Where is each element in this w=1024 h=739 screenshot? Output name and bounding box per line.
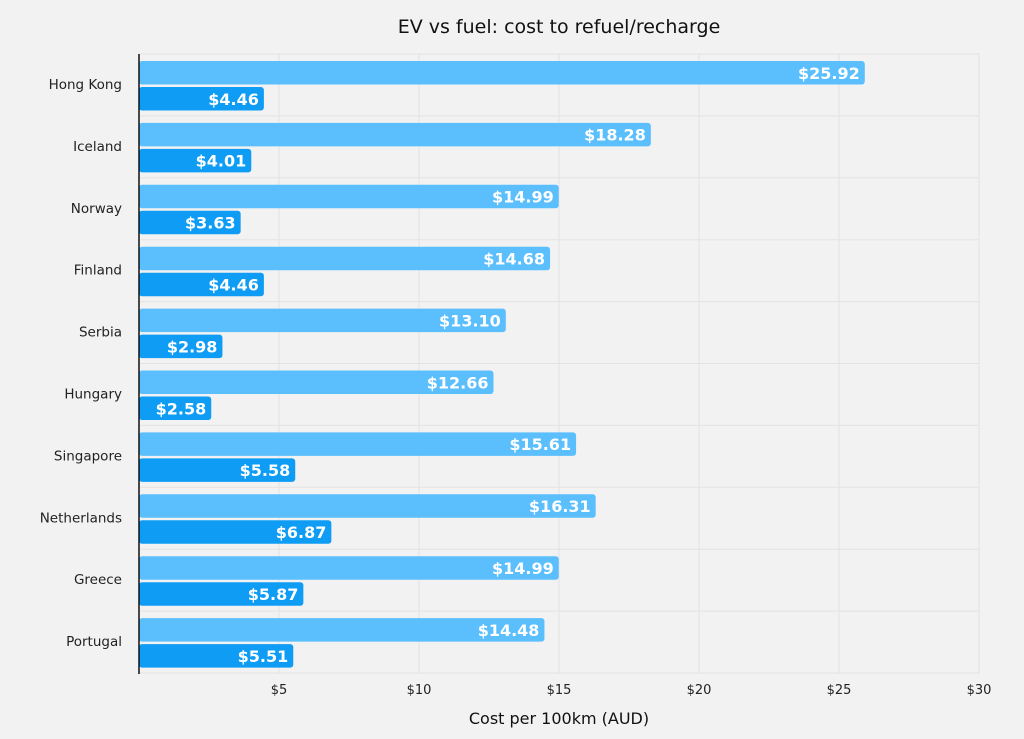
category-label: Hungary [64, 386, 122, 402]
category-label: Finland [74, 263, 122, 279]
bar-ev [139, 396, 212, 420]
bar-fuel [139, 308, 506, 333]
bar-ev [139, 582, 304, 606]
data-label: $5.51 [238, 647, 289, 666]
data-label: $16.31 [529, 497, 591, 516]
grid [139, 53, 980, 674]
category-label: Greece [74, 572, 122, 588]
bar-fuel [139, 556, 559, 580]
data-label: $13.10 [439, 311, 501, 330]
data-label: $3.63 [185, 214, 236, 233]
bar-fuel [139, 432, 577, 456]
bar-fuel [139, 184, 559, 209]
data-label: $4.46 [208, 275, 259, 294]
category-label: Singapore [54, 448, 122, 464]
bar-ev [139, 210, 241, 235]
bar-ev [139, 644, 294, 668]
data-label: $14.48 [478, 621, 540, 640]
bar-fuel [139, 370, 494, 394]
category-label: Norway [71, 201, 122, 217]
bar-ev [139, 272, 264, 297]
bar-ev [139, 458, 296, 482]
category-label: Serbia [79, 325, 122, 341]
data-label: $14.99 [492, 559, 554, 578]
x-tick-label: $10 [407, 683, 432, 698]
x-tick-label: $20 [687, 683, 712, 698]
bar-fuel [139, 122, 651, 147]
data-label: $2.98 [167, 337, 218, 356]
x-tick-label: $15 [547, 683, 572, 698]
data-label: $2.58 [156, 399, 207, 418]
category-label: Iceland [73, 139, 122, 155]
data-label: $18.28 [584, 126, 646, 145]
data-label: $15.61 [509, 435, 571, 454]
bars [139, 61, 865, 668]
data-label: $5.87 [248, 585, 299, 604]
x-tick-label: $5 [271, 683, 288, 698]
category-label: Portugal [66, 634, 122, 650]
bar-fuel [139, 246, 551, 271]
bar-fuel [139, 618, 545, 642]
bar-ev [139, 87, 264, 111]
data-label: $12.66 [427, 373, 489, 392]
data-label: $5.58 [240, 461, 291, 480]
data-label: $4.46 [208, 90, 259, 109]
x-tick-label: $25 [827, 683, 852, 698]
bar-ev [139, 334, 223, 359]
data-label: $14.99 [492, 188, 554, 207]
chart-title: EV vs fuel: cost to refuel/recharge [398, 16, 721, 38]
bar-ev [139, 520, 332, 544]
x-tick-label: $30 [967, 683, 992, 698]
data-label: $25.92 [798, 64, 860, 83]
bar-ev [139, 148, 252, 173]
category-labels: Hong Kong Iceland Norway Finland Serbia Hunga… [40, 77, 122, 650]
x-axis-title: Cost per 100km (AUD) [469, 709, 649, 728]
data-label: $6.87 [276, 523, 327, 542]
value-labels: $25.92 $4.46 $18.28 $4.01 $14.99 $3.63 $14.68 $… [156, 64, 860, 666]
category-label: Netherlands [40, 510, 122, 526]
bar-fuel [139, 61, 865, 85]
x-axis-ticks: $5 $10 $15 $20 $25 $30 [271, 683, 992, 698]
category-label: Hong Kong [49, 77, 122, 93]
data-label: $14.68 [483, 249, 545, 268]
bar-fuel [139, 494, 596, 518]
data-label: $4.01 [196, 152, 247, 171]
